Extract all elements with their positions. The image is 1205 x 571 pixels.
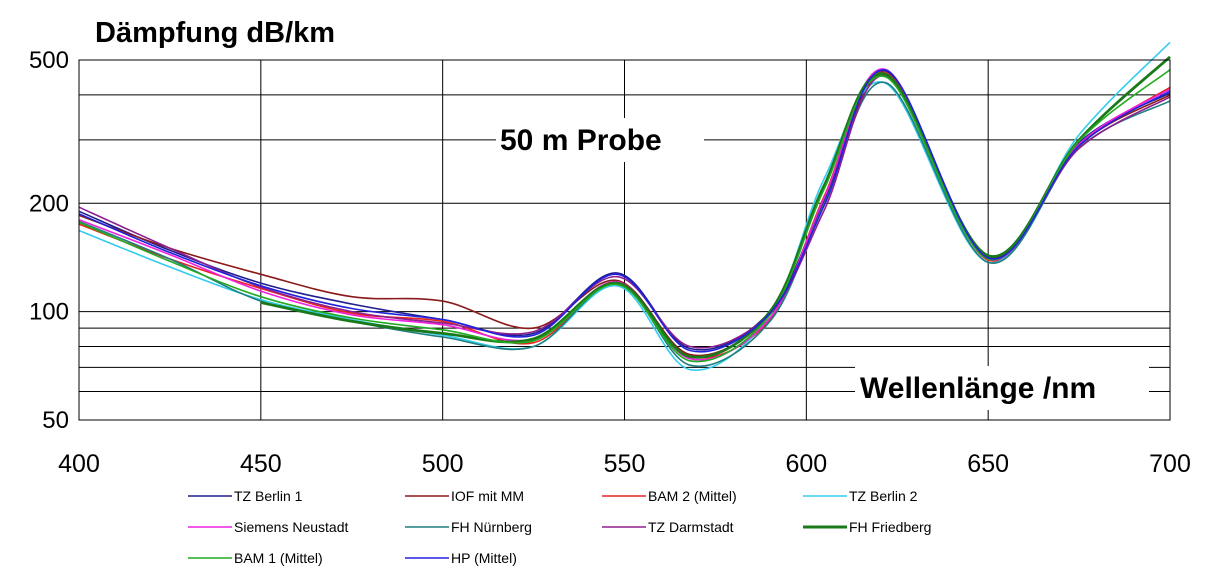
legend-label-5: FH Nürnberg <box>451 519 532 535</box>
y-tick-label-2: 100 <box>29 299 69 326</box>
legend-label-8: BAM 1 (Mittel) <box>234 550 323 566</box>
x-axis-label: Wellenlänge /nm <box>860 372 1096 405</box>
legend-label-3: TZ Berlin 2 <box>849 488 918 504</box>
annotation-sample: 50 m Probe <box>500 124 662 157</box>
x-tick-labels: 400 450 500 550 600 650 700 <box>58 450 1191 478</box>
legend-label-9: HP (Mittel) <box>451 550 517 566</box>
legend-label-4: Siemens Neustadt <box>234 519 349 535</box>
legend-label-1: IOF mit MM <box>451 488 524 504</box>
legend: TZ Berlin 1 IOF mit MM BAM 2 (Mittel) TZ Be… <box>188 488 931 566</box>
series-line-7 <box>260 55 1171 359</box>
plot-area-frame <box>78 59 1171 421</box>
legend-label-0: TZ Berlin 1 <box>234 488 303 504</box>
chart-title: Dämpfung dB/km <box>95 17 335 49</box>
legend-label-7: FH Friedberg <box>849 519 931 535</box>
x-tick-label-2: 500 <box>422 450 464 478</box>
annotation-bg <box>496 118 704 162</box>
series-line-8 <box>78 69 1171 363</box>
y-tick-labels: 500 200 100 50 <box>29 47 69 434</box>
x-tick-label-4: 600 <box>785 450 827 478</box>
legend-label-2: BAM 2 (Mittel) <box>648 488 737 504</box>
legend-label-6: TZ Darmstadt <box>648 519 734 535</box>
y-tick-label-3: 50 <box>42 407 69 434</box>
x-axis-label-bg <box>855 366 1149 410</box>
x-tick-label-0: 400 <box>58 450 100 478</box>
x-tick-label-6: 700 <box>1149 450 1191 478</box>
x-tick-label-3: 550 <box>604 450 646 478</box>
x-tick-label-5: 650 <box>967 450 1009 478</box>
grid <box>79 60 1170 420</box>
series-group <box>78 41 1171 371</box>
series-line-9 <box>78 69 1171 353</box>
y-tick-label-1: 200 <box>29 190 69 217</box>
y-tick-label-0: 500 <box>29 47 69 74</box>
x-tick-label-1: 450 <box>240 450 282 478</box>
